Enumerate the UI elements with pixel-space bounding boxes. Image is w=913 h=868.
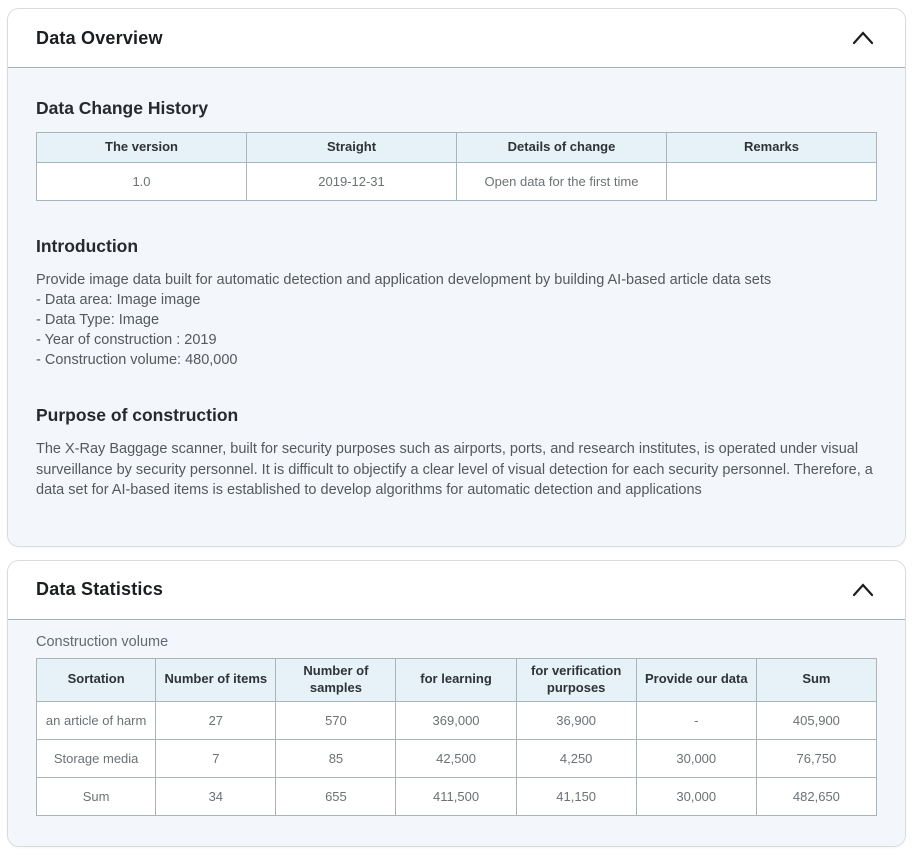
construction-volume-label: Construction volume: [36, 633, 169, 650]
column-header: for verification purposes: [515, 657, 637, 702]
data-overview-card: Data Overview Data Change History The ve…: [7, 8, 906, 547]
table-cell: 85: [275, 738, 397, 778]
introduction-heading: Introduction: [36, 236, 139, 256]
introduction-line: - Year of construction : 2019: [36, 332, 217, 348]
column-header: Remarks: [666, 132, 877, 163]
introduction-line: Provide image data built for automatic d…: [36, 272, 772, 288]
introduction-line: - Construction volume: 480,000: [36, 352, 238, 368]
introduction-line: - Data area: Image image: [36, 292, 201, 308]
column-header: The version: [36, 132, 247, 163]
column-header: Number of items: [155, 657, 277, 702]
data-change-history-table: The version Straight Details of change R…: [36, 132, 877, 201]
data-overview-title: Data Overview: [36, 27, 163, 48]
table-cell: Open data for the first time: [456, 162, 667, 201]
table-row: Sum 34 655 411,500 41,150 30,000 482,650: [35, 776, 878, 816]
table-cell: [666, 162, 877, 201]
table-cell: 2019-12-31: [246, 162, 457, 201]
chevron-up-icon: [851, 582, 875, 598]
purpose-heading: Purpose of construction: [36, 405, 239, 425]
table-cell: 30,000: [635, 776, 757, 816]
table-row: an article of harm 27 570 369,000 36,900…: [35, 700, 878, 740]
data-statistics-title: Data Statistics: [36, 579, 164, 599]
data-statistics-collapse-button[interactable]: [849, 580, 877, 600]
table-cell: 405,900: [755, 700, 878, 740]
purpose-text: The X-Ray Baggage scanner, built for sec…: [36, 441, 873, 498]
column-header: Sortation: [35, 657, 157, 702]
table-cell: 41,150: [515, 776, 637, 816]
table-cell: 655: [275, 776, 397, 816]
data-statistics-body: Construction volume Sortation Number of …: [8, 618, 905, 846]
table-cell: 4,250: [515, 738, 637, 778]
table-cell: 1.0: [36, 162, 247, 201]
table-cell: 42,500: [395, 738, 517, 778]
construction-volume-table: Sortation Number of items Number of samp…: [35, 657, 878, 816]
table-cell: 369,000: [395, 700, 517, 740]
table-row: Storage media 7 85 42,500 4,250 30,000 7…: [35, 738, 878, 778]
table-cell: -: [635, 700, 757, 740]
table-header-row: The version Straight Details of change R…: [36, 132, 877, 163]
data-overview-header[interactable]: Data Overview: [8, 9, 905, 67]
table-cell: 36,900: [515, 700, 637, 740]
column-header: Sum: [755, 657, 878, 702]
table-row: 1.0 2019-12-31 Open data for the first t…: [36, 162, 877, 201]
table-cell: 482,650: [755, 776, 878, 816]
introduction-text: Provide image data built for automatic d…: [36, 270, 877, 370]
table-cell: Sum: [35, 776, 157, 816]
data-change-history-heading: Data Change History: [36, 98, 209, 118]
table-cell: 34: [155, 776, 277, 816]
column-header: Number of samples: [275, 657, 397, 702]
table-cell: 411,500: [395, 776, 517, 816]
table-cell: 76,750: [755, 738, 878, 778]
table-cell: 30,000: [635, 738, 757, 778]
column-header: for learning: [395, 657, 517, 702]
data-statistics-header[interactable]: Data Statistics: [8, 560, 905, 619]
data-overview-body: Data Change History The version Straight…: [8, 67, 905, 546]
table-header-row: Sortation Number of items Number of samp…: [35, 657, 878, 702]
column-header: Straight: [246, 132, 457, 163]
table-cell: 7: [155, 738, 277, 778]
table-cell: an article of harm: [35, 700, 157, 740]
table-cell: 27: [155, 700, 277, 740]
chevron-up-icon: [851, 30, 875, 46]
column-header: Details of change: [456, 132, 667, 163]
introduction-line: - Data Type: Image: [36, 312, 160, 328]
table-cell: Storage media: [35, 738, 157, 778]
data-statistics-card: Data Statistics Construction volume Sort…: [7, 559, 906, 847]
table-cell: 570: [275, 700, 397, 740]
column-header: Provide our data: [635, 657, 757, 702]
data-overview-collapse-button[interactable]: [849, 28, 877, 48]
